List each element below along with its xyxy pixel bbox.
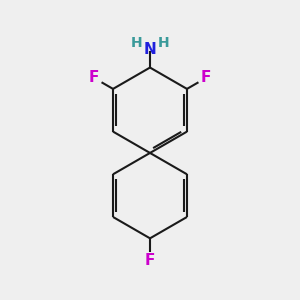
Text: F: F	[145, 253, 155, 268]
Text: F: F	[201, 70, 211, 86]
Text: N: N	[144, 42, 156, 57]
Text: F: F	[89, 70, 99, 86]
Text: H: H	[158, 36, 169, 50]
Text: H: H	[131, 36, 142, 50]
